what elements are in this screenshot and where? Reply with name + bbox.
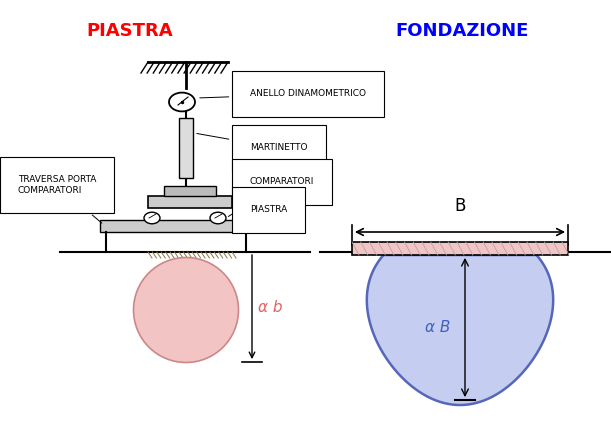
Text: B: B bbox=[455, 197, 466, 215]
Polygon shape bbox=[367, 255, 553, 405]
Ellipse shape bbox=[133, 258, 238, 362]
Bar bbox=[164, 186, 216, 196]
Circle shape bbox=[210, 212, 226, 224]
Text: MARTINETTO: MARTINETTO bbox=[197, 133, 307, 152]
Text: α B: α B bbox=[425, 320, 450, 335]
Bar bbox=[179, 118, 193, 178]
Bar bbox=[100, 220, 252, 232]
Bar bbox=[352, 242, 568, 255]
Bar bbox=[148, 196, 232, 208]
Text: PIASTRA: PIASTRA bbox=[87, 22, 174, 40]
Text: FONDAZIONE: FONDAZIONE bbox=[395, 22, 529, 40]
Circle shape bbox=[169, 92, 195, 111]
Text: PIASTRA: PIASTRA bbox=[236, 202, 287, 214]
Text: COMPARATORI: COMPARATORI bbox=[229, 178, 315, 217]
Circle shape bbox=[144, 212, 160, 224]
Text: TRAVERSA PORTA
COMPARATORI: TRAVERSA PORTA COMPARATORI bbox=[18, 175, 102, 223]
Text: α b: α b bbox=[258, 300, 282, 315]
Text: ANELLO DINAMOMETRICO: ANELLO DINAMOMETRICO bbox=[200, 89, 366, 99]
